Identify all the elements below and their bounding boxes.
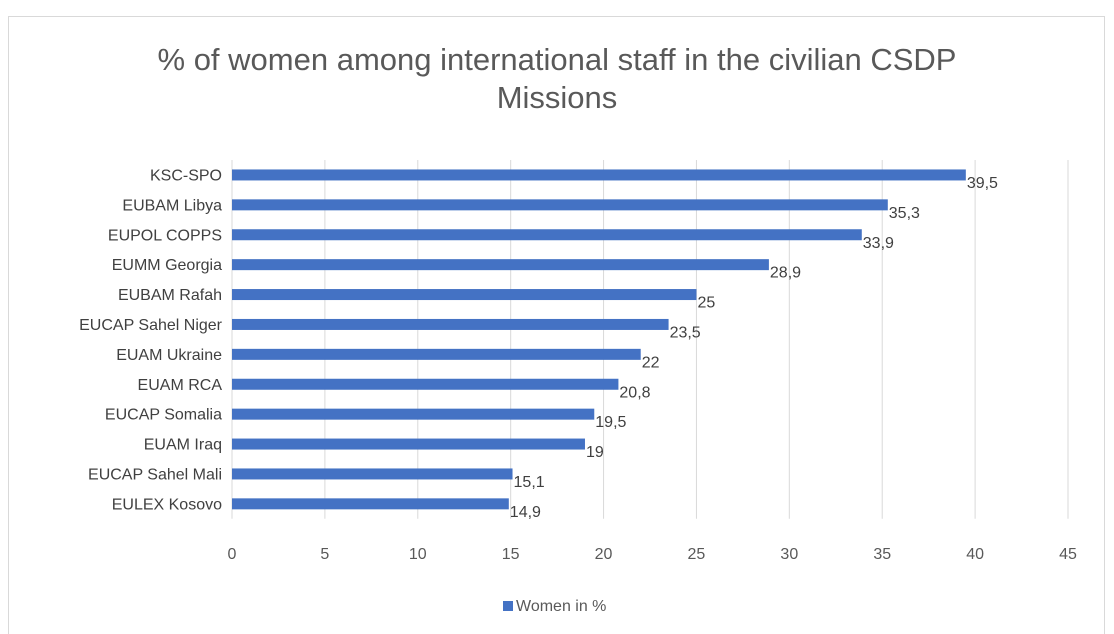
bar (232, 438, 585, 450)
x-tick-label: 15 (502, 546, 520, 563)
category-label: KSC-SPO (150, 167, 222, 184)
x-tick-label: 40 (966, 546, 984, 563)
x-tick-label: 10 (409, 546, 427, 563)
category-label: EUCAP Somalia (105, 407, 222, 424)
data-label: 39,5 (967, 175, 998, 192)
data-label: 14,9 (510, 504, 541, 521)
x-tick-label: 0 (228, 546, 237, 563)
data-label: 19,5 (595, 414, 626, 431)
bar (232, 408, 595, 420)
chart-title: % of women among international staff in … (158, 42, 957, 115)
category-label: EUAM Ukraine (116, 347, 222, 364)
chart-title-line: Missions (497, 80, 618, 115)
bar (232, 318, 669, 330)
category-label: EUMM Georgia (112, 257, 222, 274)
bar (232, 259, 769, 271)
data-label: 19 (586, 444, 604, 461)
bar (232, 498, 509, 510)
x-tick-label: 45 (1059, 546, 1077, 563)
chart-title-line: % of women among international staff in … (158, 42, 957, 77)
data-label: 33,9 (863, 235, 894, 252)
legend: Women in % (503, 598, 606, 615)
category-label: EUPOL COPPS (108, 227, 222, 244)
data-label: 25 (697, 295, 715, 312)
category-label: EUBAM Libya (122, 197, 222, 214)
bar (232, 468, 513, 480)
bar (232, 348, 641, 360)
category-labels: KSC-SPO EUBAM Libya EUPOL COPPS EUMM Georgi… (79, 167, 223, 513)
gridlines (231, 160, 1069, 519)
data-label: 20,8 (619, 384, 650, 401)
category-label: EUAM RCA (138, 377, 223, 394)
data-labels: 39,5 35,3 33,9 28,9 25 23,5 22 20,8 19,5 19 15,1 14… (510, 175, 998, 521)
data-label: 23,5 (670, 324, 701, 341)
data-label: 35,3 (889, 205, 920, 222)
x-tick-labels: 0 5 10 15 20 25 30 35 40 45 (228, 546, 1077, 563)
bar (232, 199, 888, 211)
category-label: EUCAP Sahel Mali (88, 466, 222, 483)
data-label: 22 (642, 354, 660, 371)
x-tick-label: 25 (688, 546, 706, 563)
bar (232, 378, 619, 390)
x-tick-label: 5 (320, 546, 329, 563)
legend-label: Women in % (516, 598, 606, 615)
x-tick-label: 35 (873, 546, 891, 563)
bar (232, 229, 862, 241)
x-tick-label: 20 (595, 546, 613, 563)
data-label: 28,9 (770, 265, 801, 282)
category-label: EUBAM Rafah (118, 287, 222, 304)
category-label: EUAM Iraq (144, 437, 222, 454)
bar (232, 169, 966, 181)
category-label: EULEX Kosovo (112, 496, 222, 513)
legend-swatch (503, 601, 513, 611)
bar (232, 289, 697, 301)
x-tick-label: 30 (780, 546, 798, 563)
bars (232, 169, 966, 510)
data-label: 15,1 (514, 474, 545, 491)
category-label: EUCAP Sahel Niger (79, 317, 223, 334)
